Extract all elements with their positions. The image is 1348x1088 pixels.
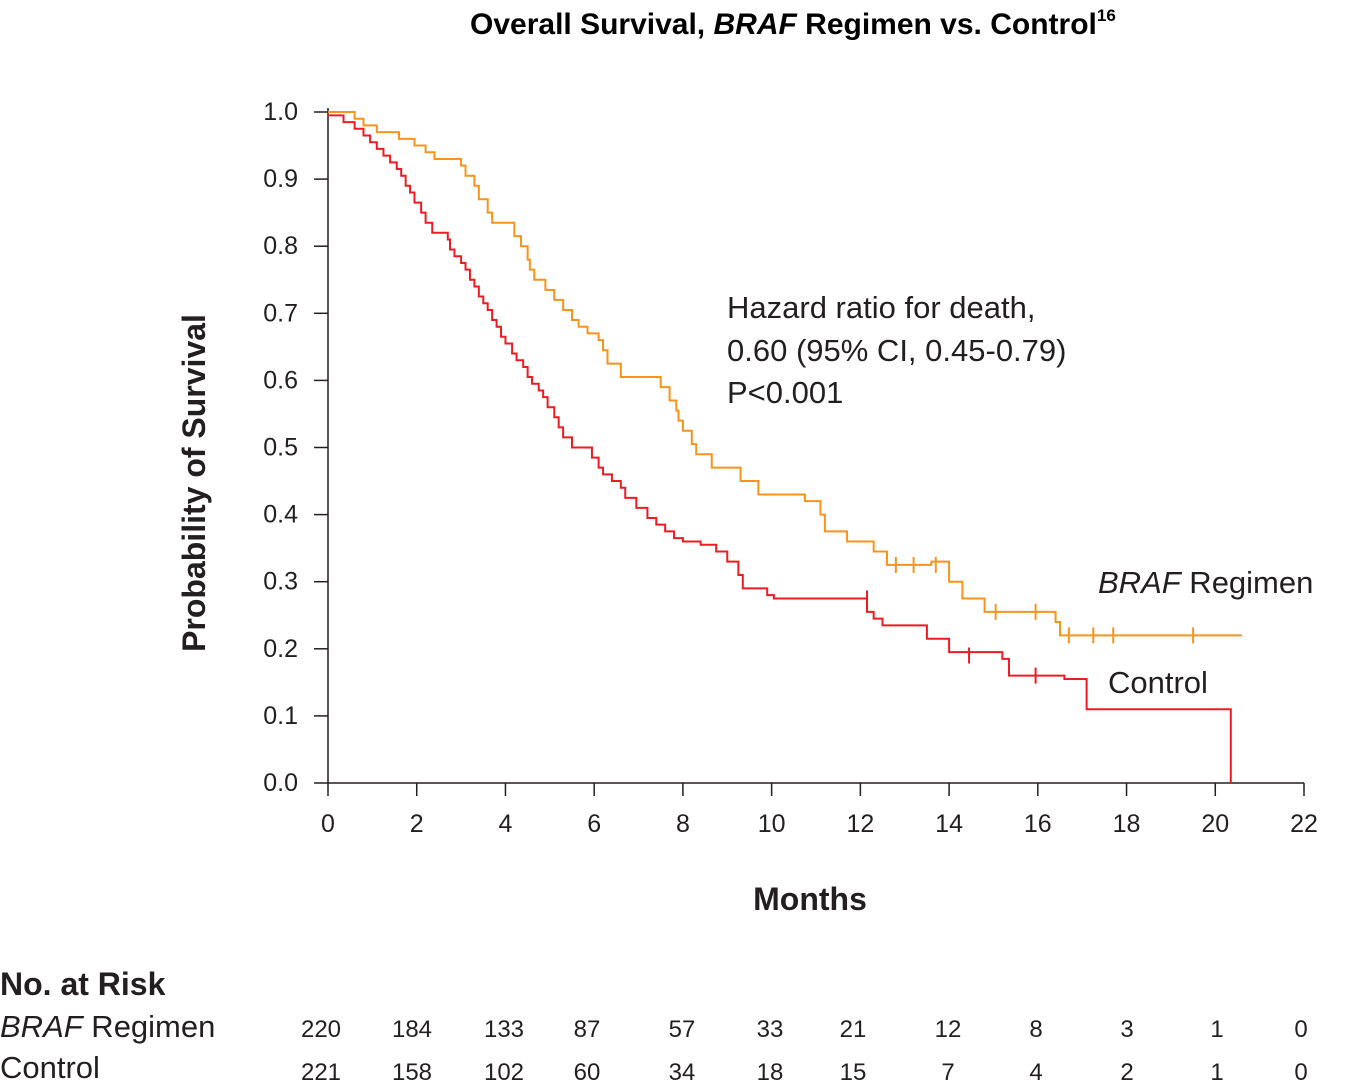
y-tick-label: 0.4 — [263, 501, 298, 529]
risk-value: 57 — [669, 1016, 696, 1043]
y-tick-label: 0.2 — [263, 635, 298, 663]
x-tick-label: 18 — [1113, 810, 1141, 838]
risk-value: 133 — [484, 1016, 524, 1043]
title-rest: Regimen vs. Control — [797, 8, 1097, 41]
risk-value: 15 — [840, 1059, 867, 1086]
title-main: Overall Survival, — [470, 8, 713, 41]
risk-value: 3 — [1120, 1016, 1133, 1043]
y-tick-label: 0.9 — [263, 165, 298, 193]
x-tick-label: 2 — [410, 810, 424, 838]
x-tick-label: 12 — [846, 810, 874, 838]
y-axis-label: Probability of Survival — [176, 314, 212, 652]
risk-value: 158 — [392, 1059, 432, 1086]
y-tick-label: 0.8 — [263, 232, 298, 260]
risk-value: 1 — [1210, 1059, 1223, 1086]
risk-value: 0 — [1294, 1016, 1307, 1043]
y-tick-label: 0.5 — [263, 434, 298, 462]
hazard-ratio-line-1: Hazard ratio for death, — [727, 290, 1035, 325]
risk-value: 34 — [669, 1059, 696, 1086]
hazard-ratio-line-2: 0.60 (95% CI, 0.45-0.79) — [727, 333, 1066, 368]
series-curves — [328, 111, 1242, 783]
y-tick-label: 0.6 — [263, 366, 298, 394]
control-series-label: Control — [1108, 665, 1208, 700]
x-tick-label: 6 — [587, 810, 601, 838]
risk-value: 0 — [1294, 1059, 1307, 1086]
risk-value: 221 — [301, 1059, 341, 1086]
risk-value: 7 — [941, 1059, 954, 1086]
title-superscript: 16 — [1097, 6, 1116, 25]
risk-value: 220 — [301, 1016, 341, 1043]
risk-value: 184 — [392, 1016, 432, 1043]
control-survival-curve — [328, 114, 1232, 783]
risk-value: 60 — [574, 1059, 601, 1086]
x-axis-ticks: 0 2 4 6 8 10 12 14 16 18 20 22 — [321, 783, 1318, 838]
x-axis-label: Months — [753, 881, 867, 917]
y-axis-ticks: 0.0 0.1 0.2 0.3 0.4 0.5 0.6 0.7 0.8 0.9 1.0 — [263, 98, 328, 797]
y-tick-label: 0.7 — [263, 299, 298, 327]
y-tick-label: 1.0 — [263, 98, 298, 126]
braf-series-label: BRAF Regimen — [1098, 565, 1313, 600]
y-tick-label: 0.3 — [263, 568, 298, 596]
y-tick-label: 0.1 — [263, 702, 298, 730]
risk-value: 21 — [840, 1016, 867, 1043]
p-value: P<0.001 — [727, 375, 843, 410]
risk-table-heading: No. at Risk — [0, 966, 166, 1002]
risk-value: 2 — [1120, 1059, 1133, 1086]
risk-value: 12 — [935, 1016, 962, 1043]
risk-value: 18 — [757, 1059, 784, 1086]
x-tick-label: 10 — [758, 810, 786, 838]
risk-row-label-braf: BRAF Regimen — [0, 1009, 215, 1044]
risk-value: 1 — [1210, 1016, 1223, 1043]
x-tick-label: 0 — [321, 810, 335, 838]
y-tick-label: 0.0 — [263, 769, 298, 797]
risk-value: 87 — [574, 1016, 601, 1043]
risk-value: 4 — [1029, 1059, 1042, 1086]
title-italic: BRAF — [713, 8, 797, 41]
risk-value: 8 — [1029, 1016, 1042, 1043]
x-tick-label: 14 — [935, 810, 963, 838]
braf-survival-curve — [328, 111, 1242, 637]
x-tick-label: 8 — [676, 810, 690, 838]
x-tick-label: 20 — [1201, 810, 1229, 838]
x-tick-label: 16 — [1024, 810, 1052, 838]
risk-value: 102 — [484, 1059, 524, 1086]
x-tick-label: 22 — [1290, 810, 1318, 838]
x-tick-label: 4 — [499, 810, 513, 838]
risk-value: 33 — [757, 1016, 784, 1043]
risk-row-label-control: Control — [0, 1050, 100, 1085]
chart-title: Overall Survival, BRAF Regimen vs. Contr… — [470, 6, 1116, 41]
